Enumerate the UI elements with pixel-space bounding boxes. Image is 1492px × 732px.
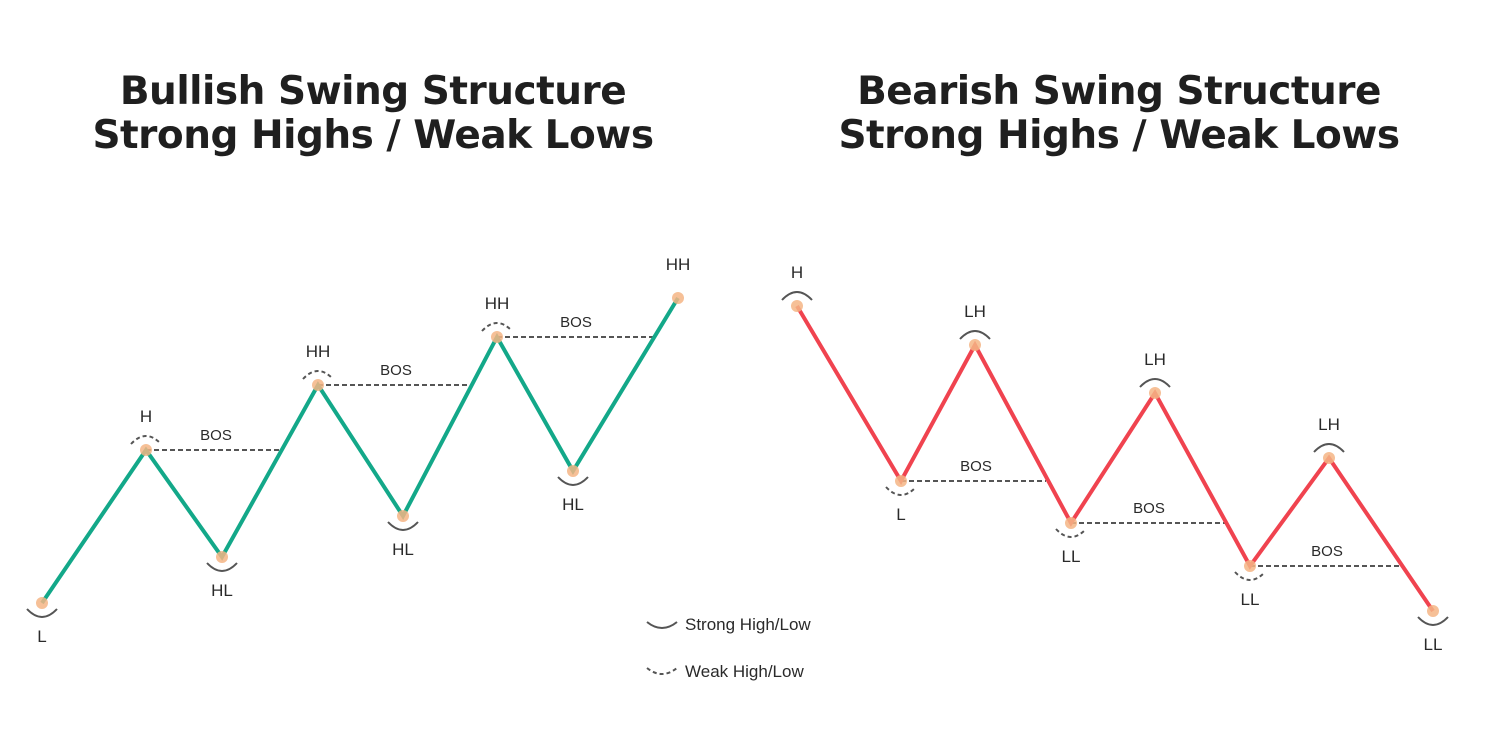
bullish-point-label: L [37, 627, 46, 646]
bearish-weak-marker-icon [885, 486, 917, 496]
bearish-swing-dot [1427, 605, 1439, 617]
bullish-chart: BOS BOS BOS L H HL HH HL HH HL HH [26, 255, 691, 646]
bullish-point-label: HL [211, 581, 233, 600]
bearish-strong-marker-icon [1313, 443, 1345, 453]
bearish-weak-marker-icon [1055, 528, 1087, 538]
legend-weak-label: Weak High/Low [685, 662, 804, 681]
bullish-weak-marker-icon [481, 322, 513, 332]
bullish-point-label: HH [485, 294, 510, 313]
legend-strong-label: Strong High/Low [685, 615, 811, 634]
bearish-swing-dot [1065, 517, 1077, 529]
bullish-point-label: HL [392, 540, 414, 559]
bearish-swing-dot [1244, 560, 1256, 572]
bearish-swing-dot [1323, 452, 1335, 464]
bearish-title: Bearish Swing Structure Strong Highs / W… [746, 70, 1492, 158]
bullish-strong-marker-icon [26, 608, 58, 618]
bearish-bos-label: BOS [1311, 543, 1343, 560]
bullish-swing-dot [672, 292, 684, 304]
bullish-swing-dot [36, 597, 48, 609]
bullish-weak-marker-icon [302, 370, 334, 380]
bullish-bos-label: BOS [200, 427, 232, 444]
bullish-swing-dot [491, 331, 503, 343]
bullish-strong-marker-icon [387, 521, 419, 531]
bearish-point-label: L [896, 505, 905, 524]
bearish-point-label: H [791, 263, 803, 282]
bullish-swing-dot [567, 465, 579, 477]
legend-weak-icon [646, 667, 678, 675]
bearish-strong-marker-icon [1417, 616, 1449, 626]
bearish-bos-label: BOS [1133, 500, 1165, 517]
bearish-point-label: LL [1424, 635, 1443, 654]
bearish-point-label: LH [1318, 415, 1340, 434]
bearish-bos-label: BOS [960, 458, 992, 475]
bearish-swing-dot [791, 300, 803, 312]
bearish-point-label: LL [1241, 590, 1260, 609]
bearish-chart: BOS BOS BOS H L LH LL LH LL LH LL [781, 263, 1449, 654]
bullish-point-label: HH [666, 255, 691, 274]
bullish-swing-dot [216, 551, 228, 563]
bullish-swing-dot [397, 510, 409, 522]
bullish-swing-dot [312, 379, 324, 391]
bullish-bos-label: BOS [560, 314, 592, 331]
bullish-swing-line [40, 296, 680, 605]
bearish-strong-marker-icon [781, 291, 813, 301]
bearish-swing-dot [969, 339, 981, 351]
bearish-swing-line [795, 304, 1435, 613]
bearish-title-line2: Strong Highs / Weak Lows [838, 113, 1400, 158]
bullish-swing-dot [140, 444, 152, 456]
bullish-strong-marker-icon [557, 476, 589, 486]
bearish-point-label: LH [1144, 350, 1166, 369]
bearish-point-label: LH [964, 302, 986, 321]
bearish-swing-dot [895, 475, 907, 487]
bearish-swing-dot [1149, 387, 1161, 399]
bullish-point-label: H [140, 407, 152, 426]
bearish-title-line1: Bearish Swing Structure [857, 69, 1381, 114]
bullish-point-label: HH [306, 342, 331, 361]
bearish-point-label: LL [1062, 547, 1081, 566]
bullish-title-line2: Strong Highs / Weak Lows [92, 113, 654, 158]
bullish-title: Bullish Swing Structure Strong Highs / W… [0, 70, 746, 158]
bearish-weak-marker-icon [1234, 571, 1266, 581]
bullish-title-line1: Bullish Swing Structure [119, 69, 627, 114]
bullish-weak-marker-icon [130, 435, 162, 445]
bearish-strong-marker-icon [1139, 378, 1171, 388]
legend: Strong High/Low Weak High/Low [646, 615, 811, 681]
legend-strong-icon [646, 621, 678, 629]
bearish-strong-marker-icon [959, 330, 991, 340]
bullish-bos-label: BOS [380, 362, 412, 379]
bullish-strong-marker-icon [206, 562, 238, 572]
bullish-point-label: HL [562, 495, 584, 514]
